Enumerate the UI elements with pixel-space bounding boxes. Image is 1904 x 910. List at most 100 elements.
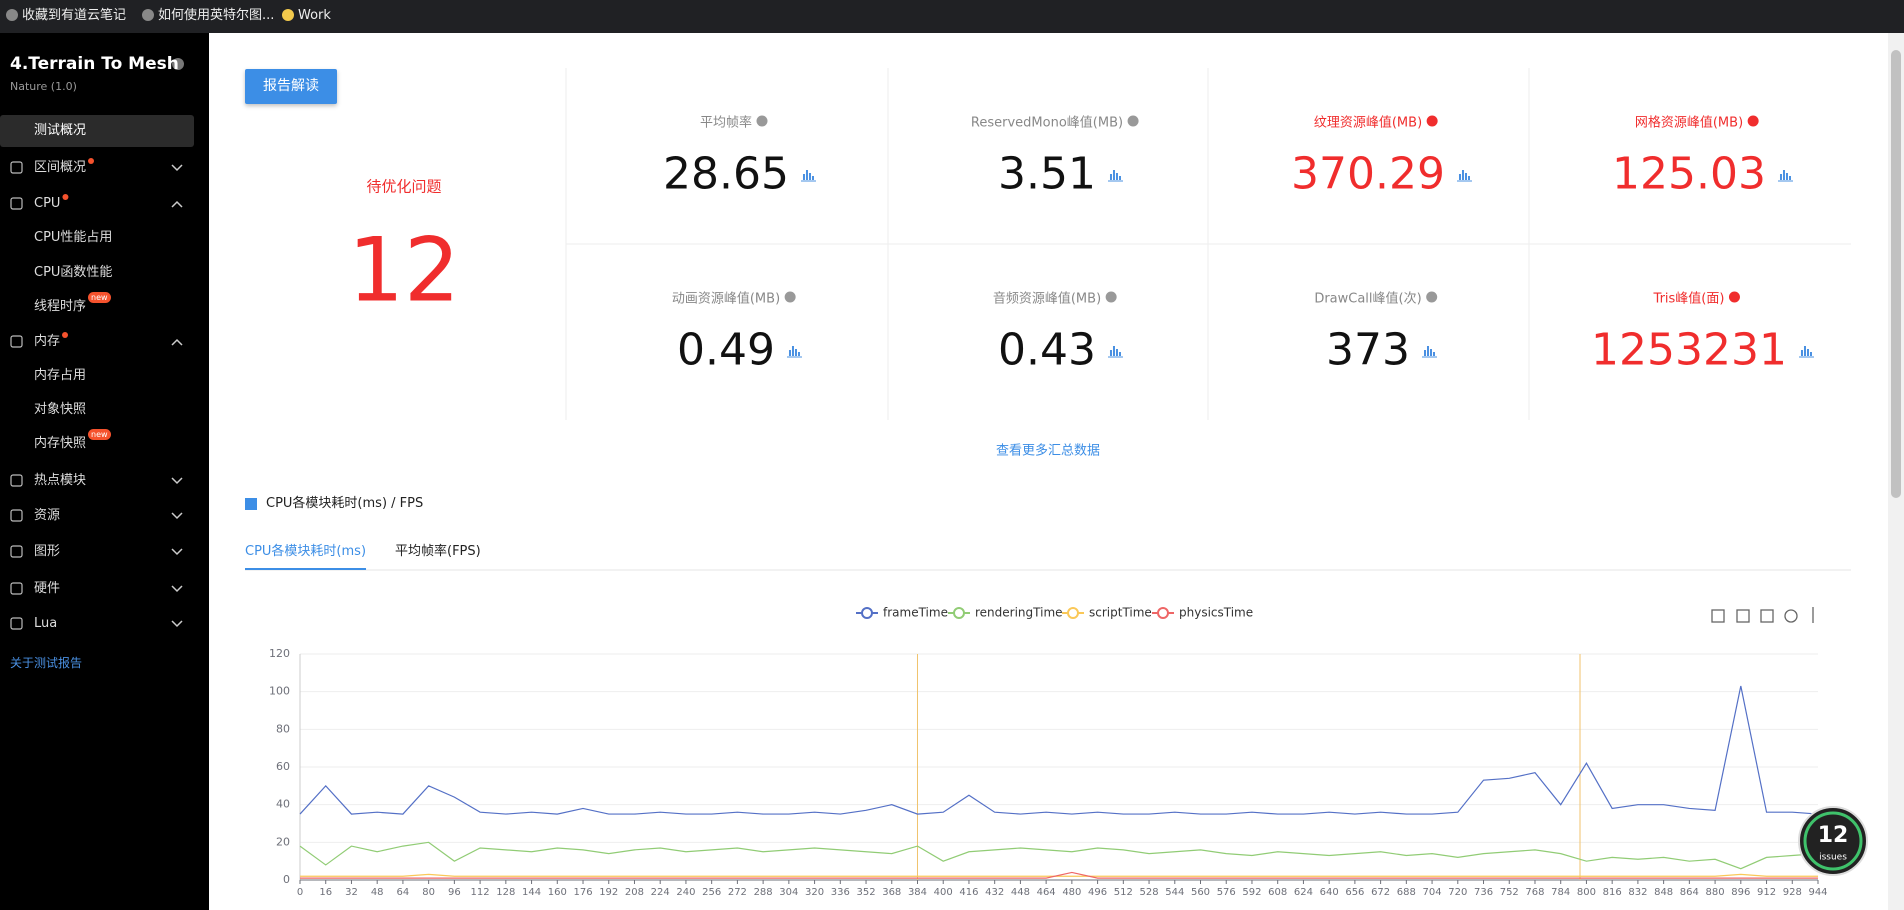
app-title: 4.Terrain To Mesh (10, 54, 179, 74)
x-tick-label: 656 (1345, 887, 1364, 898)
help-icon (1747, 115, 1759, 127)
toolbox-icon[interactable] (1736, 609, 1750, 623)
bookmark-icon (282, 9, 294, 21)
x-tick-label: 816 (1603, 887, 1622, 898)
chart-icon (1806, 349, 1809, 356)
submenu-item[interactable]: 内存快照 (34, 436, 87, 451)
x-tick-label: 192 (599, 887, 618, 898)
series-line (300, 871, 1818, 879)
chart-icon (788, 350, 791, 356)
y-tick-label: 20 (276, 835, 290, 848)
toolbox-shape (1784, 609, 1798, 623)
bookmark-icon (142, 9, 154, 21)
chart-icon (1423, 350, 1426, 356)
menu-item[interactable]: 硬件 (34, 581, 61, 596)
help-icon (1426, 291, 1438, 303)
issues-label: 待优化问题 (366, 177, 442, 196)
menu-icon (10, 474, 23, 487)
x-tick-label: 560 (1191, 887, 1210, 898)
toolbox-icon[interactable] (1784, 609, 1798, 623)
y-tick-label: 120 (269, 647, 290, 660)
x-tick-label: 528 (1140, 887, 1159, 898)
x-tick-label: 272 (728, 887, 747, 898)
menu-item[interactable]: 内存 (34, 334, 61, 349)
menu-item[interactable]: 图形 (34, 544, 61, 559)
report-button[interactable]: 报告解读 (245, 69, 337, 104)
series-line (299, 841, 1819, 870)
sidebar (0, 33, 209, 910)
help-icon (1105, 291, 1117, 303)
x-tick-label: 320 (805, 887, 824, 898)
chart-icon (1432, 352, 1435, 356)
tab[interactable]: CPU各模块耗时(ms) (245, 544, 367, 559)
series-line (300, 873, 1818, 877)
menu-item[interactable]: CPU (34, 196, 61, 211)
toolbox-shape (1760, 609, 1774, 623)
menu-item[interactable]: 资源 (34, 508, 61, 523)
section-marker (245, 498, 257, 510)
new-badge: new (88, 292, 111, 303)
badge-label: issues (1819, 853, 1847, 863)
badge-bg (1798, 806, 1868, 876)
chart-icon (1429, 349, 1432, 356)
metric-label: Tris峰值(面) (1653, 291, 1725, 307)
bookmark[interactable]: 如何使用英特尔图... (158, 8, 275, 23)
x-tick-label: 784 (1551, 887, 1570, 898)
chart-icon (1112, 346, 1115, 356)
x-tick-label: 480 (1062, 887, 1081, 898)
about-link[interactable]: 关于测试报告 (10, 656, 83, 670)
toolbox-icon[interactable] (1711, 609, 1725, 623)
chart-icon (808, 173, 811, 180)
x-tick-label: 720 (1448, 887, 1467, 898)
chart-icon (1809, 352, 1812, 356)
chart-icon (1109, 174, 1112, 180)
x-tick-label: 752 (1500, 887, 1519, 898)
legend-label: frameTime (883, 606, 948, 620)
x-tick-label: 144 (522, 887, 541, 898)
bookmark[interactable]: Work (298, 8, 331, 23)
x-tick-label: 224 (651, 887, 670, 898)
menu-item[interactable]: Lua (34, 616, 58, 631)
metric-label: 网格资源峰值(MB) (1634, 115, 1744, 131)
chevron (171, 585, 183, 593)
new-badge: new (88, 429, 111, 440)
metric-label: DrawCall峰值(次) (1314, 291, 1422, 307)
x-tick-label: 400 (934, 887, 953, 898)
menu-item[interactable]: 测试概况 (34, 123, 87, 138)
toolbox-icon[interactable] (1760, 609, 1774, 623)
chart-icon (1115, 349, 1118, 356)
menu-active-bg (0, 115, 194, 147)
menu-icon (10, 335, 23, 348)
chart-icon (794, 349, 797, 356)
scrollbar-thumb[interactable] (1891, 50, 1901, 498)
menu-icon (10, 545, 23, 558)
submenu-item[interactable]: 对象快照 (34, 402, 87, 417)
chart-icon (1115, 173, 1118, 180)
submenu-item[interactable]: CPU函数性能 (34, 265, 113, 280)
legend-label: scriptTime (1089, 606, 1152, 620)
x-tick-label: 288 (754, 887, 773, 898)
x-tick-label: 336 (831, 887, 850, 898)
chevron (171, 338, 183, 346)
legend-marker (953, 607, 965, 619)
submenu-item[interactable]: CPU性能占用 (34, 230, 113, 245)
x-tick-label: 128 (496, 887, 515, 898)
legend-marker (1067, 607, 1079, 619)
menu-item[interactable]: 热点模块 (34, 473, 87, 488)
submenu-item[interactable]: 内存占用 (34, 368, 87, 383)
menu-icon (10, 582, 23, 595)
menu-item[interactable]: 区间概况 (34, 160, 87, 175)
menu-dot (62, 332, 69, 338)
bookmark[interactable]: 收藏到有道云笔记 (22, 8, 127, 23)
x-tick-label: 704 (1423, 887, 1442, 898)
more-link[interactable]: 查看更多汇总数据 (995, 443, 1101, 459)
tab[interactable]: 平均帧率(FPS) (395, 544, 481, 559)
chevron (171, 164, 183, 172)
metric-label: 纹理资源峰值(MB) (1313, 115, 1423, 131)
metric-value: 3.51 (998, 148, 1096, 200)
chart-icon (811, 176, 814, 180)
submenu-item[interactable]: 线程时序 (34, 299, 87, 314)
x-tick-label: 496 (1088, 887, 1107, 898)
x-tick-label: 544 (1165, 887, 1184, 898)
